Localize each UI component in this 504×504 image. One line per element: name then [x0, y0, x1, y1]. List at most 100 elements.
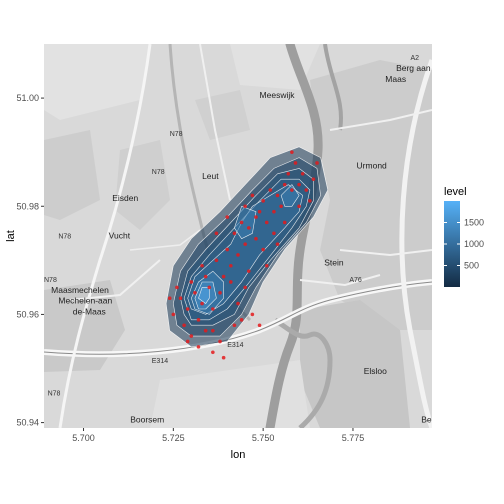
- legend: level 500 1000 1500: [444, 186, 484, 287]
- data-point: [221, 355, 226, 360]
- map-label: A76: [349, 277, 362, 284]
- legend-tick-label: 500: [464, 261, 479, 271]
- data-point: [286, 172, 291, 176]
- data-point: [275, 242, 280, 246]
- map-label: E314: [152, 358, 168, 365]
- data-point: [290, 150, 294, 154]
- data-point: [243, 204, 247, 209]
- data-point: [304, 188, 309, 192]
- x-tick-label: 5.750: [252, 433, 275, 443]
- density-contour-level-6: [234, 206, 257, 239]
- y-tick-label: 50.98: [16, 201, 39, 211]
- map-label: Elsloo: [364, 366, 387, 376]
- y-axis: 50.94 50.96 50.98 51.00: [16, 93, 44, 428]
- data-point: [236, 253, 240, 257]
- map-label: Meeswijk: [260, 90, 296, 100]
- data-point: [297, 182, 301, 187]
- data-point: [229, 263, 233, 268]
- data-point: [297, 204, 301, 209]
- x-tick-label: 5.725: [162, 433, 185, 443]
- data-point: [243, 242, 247, 246]
- data-point: [290, 188, 294, 192]
- map-label: N78: [48, 391, 61, 398]
- data-point: [211, 350, 215, 355]
- data-point: [246, 226, 251, 230]
- points-layer: [167, 150, 319, 360]
- data-point: [193, 290, 197, 295]
- data-point: [272, 231, 276, 236]
- map-label: N78: [170, 131, 183, 138]
- map-label: N78: [44, 277, 57, 284]
- legend-tick-label: 1500: [464, 218, 484, 228]
- data-point: [185, 307, 190, 311]
- map-label: Berg aan de: [396, 63, 443, 73]
- map-label: Maas: [385, 74, 406, 84]
- x-axis: 5.700 5.725 5.750 5.775: [72, 428, 364, 443]
- data-point: [196, 345, 201, 349]
- data-point: [272, 209, 276, 214]
- data-point: [243, 285, 247, 290]
- map-label: Eisden: [112, 193, 138, 203]
- data-point: [229, 280, 233, 284]
- data-point: [264, 263, 269, 268]
- data-point: [268, 188, 273, 192]
- y-tick-label: 51.00: [16, 93, 39, 103]
- data-point: [218, 290, 222, 295]
- data-point: [264, 220, 269, 225]
- data-point: [254, 236, 258, 241]
- data-point: [214, 258, 219, 263]
- y-axis-title: lat: [5, 230, 17, 242]
- data-point: [200, 263, 204, 268]
- data-point: [189, 334, 194, 338]
- data-point: [308, 199, 312, 203]
- map-label: Beek: [421, 415, 441, 425]
- map-label: E314: [227, 342, 243, 349]
- x-tick-label: 5.700: [72, 433, 95, 443]
- data-point: [225, 247, 230, 252]
- data-point: [225, 215, 230, 219]
- density-contour-level-9: [198, 287, 210, 304]
- data-point: [214, 231, 219, 236]
- data-point: [203, 274, 208, 279]
- map-label: Urmond: [357, 160, 388, 170]
- data-point: [315, 161, 319, 165]
- data-point: [282, 220, 287, 225]
- map-label: N78: [58, 234, 71, 241]
- map-label: Leut: [202, 171, 219, 181]
- data-point: [185, 339, 190, 344]
- data-point: [218, 339, 222, 344]
- density-layer: [165, 146, 329, 348]
- data-point: [293, 161, 298, 165]
- data-point: [167, 296, 172, 300]
- map-label: Stein: [324, 258, 344, 268]
- data-point: [171, 312, 176, 317]
- legend-title: level: [444, 186, 467, 198]
- map-label: de-Maas: [73, 306, 106, 316]
- map-label: Maasmechelen: [51, 285, 109, 295]
- data-point: [250, 312, 255, 317]
- data-point: [182, 323, 186, 328]
- map-label: A2: [410, 55, 419, 62]
- map-label: N78: [152, 169, 165, 176]
- data-point: [239, 318, 244, 322]
- data-point: [196, 318, 201, 322]
- data-point: [239, 220, 244, 225]
- data-point: [257, 209, 262, 214]
- data-point: [246, 269, 251, 273]
- legend-ticks: 500 1000 1500: [444, 218, 484, 271]
- density-contour-level-7: [280, 184, 300, 207]
- data-point: [261, 247, 265, 252]
- data-point: [232, 323, 237, 328]
- data-point: [178, 296, 183, 300]
- data-point: [282, 182, 287, 187]
- data-point: [254, 215, 258, 219]
- data-point: [250, 193, 255, 198]
- data-point: [232, 231, 237, 236]
- data-point: [311, 177, 316, 182]
- map-label: Mechelen-aan: [58, 296, 112, 306]
- y-tick-label: 50.94: [16, 418, 39, 428]
- map-label: Vucht: [109, 231, 131, 241]
